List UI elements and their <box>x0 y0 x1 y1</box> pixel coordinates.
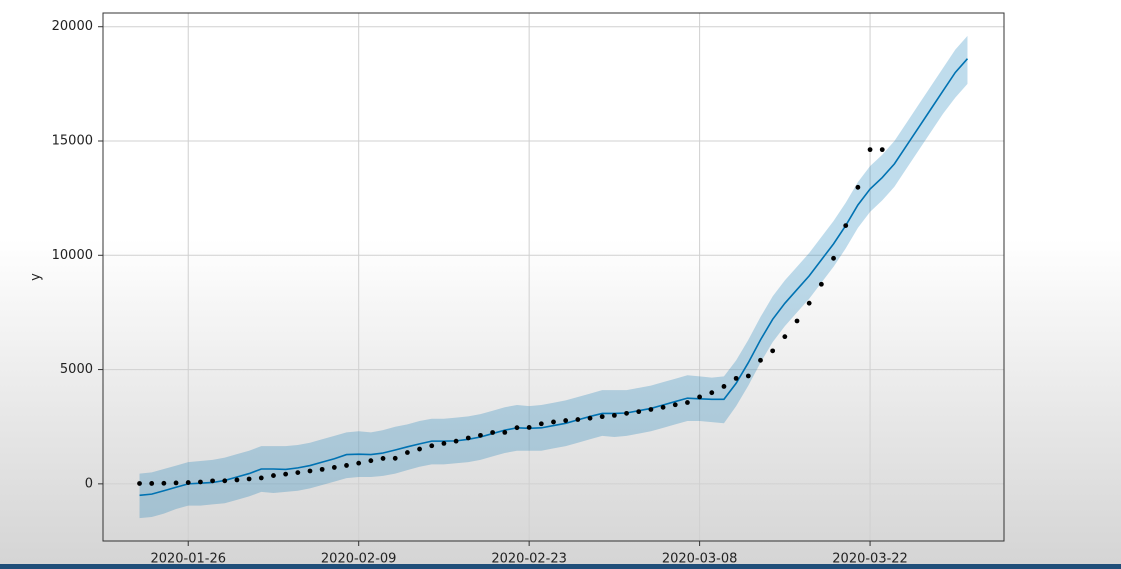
y-tick-label: 5000 <box>60 362 93 377</box>
observed-point <box>149 481 155 486</box>
observed-point <box>551 419 556 425</box>
observed-point <box>831 255 836 261</box>
observed-point <box>210 478 215 484</box>
bottom-strip <box>0 564 1121 569</box>
observed-point <box>782 334 788 340</box>
observed-point <box>344 463 349 468</box>
y-tick-label: 15000 <box>52 134 93 149</box>
observed-point <box>173 480 179 486</box>
observed-point <box>745 373 751 379</box>
observed-point <box>490 430 496 435</box>
observed-point <box>563 418 569 423</box>
observed-point <box>697 394 703 400</box>
observed-point <box>770 348 776 354</box>
x-tick-label: 2020-02-09 <box>321 552 397 567</box>
observed-point <box>733 375 739 381</box>
observed-point <box>660 404 666 410</box>
observed-point <box>843 223 849 228</box>
y-axis-label: y <box>29 273 44 281</box>
x-tick-label: 2020-03-22 <box>832 552 908 567</box>
observed-point <box>587 415 593 421</box>
observed-point <box>685 400 690 405</box>
observed-point <box>538 421 544 427</box>
observed-point <box>721 384 727 389</box>
observed-point <box>198 479 203 485</box>
observed-point <box>392 455 398 461</box>
observed-point <box>222 478 228 484</box>
observed-point <box>514 425 520 431</box>
observed-point <box>234 477 240 483</box>
observed-point <box>380 456 386 461</box>
observed-point <box>271 473 276 478</box>
observed-point <box>246 476 252 482</box>
observed-point <box>185 480 191 485</box>
observed-point <box>319 466 325 472</box>
observed-point <box>368 458 374 464</box>
observed-point <box>295 470 301 476</box>
observed-point <box>855 184 861 190</box>
observed-point <box>758 357 763 363</box>
observed-point <box>806 300 812 306</box>
observed-point <box>879 147 885 153</box>
observed-point <box>417 446 422 452</box>
observed-point <box>161 480 167 486</box>
observed-point <box>307 468 313 474</box>
observed-point <box>465 435 471 441</box>
y-tick-label: 20000 <box>52 19 93 34</box>
observed-point <box>624 410 629 416</box>
observed-point <box>478 432 483 438</box>
observed-point <box>794 318 800 324</box>
y-tick-label: 0 <box>85 476 93 491</box>
observed-point <box>575 417 581 422</box>
observed-point <box>356 460 362 466</box>
observed-point <box>526 425 532 430</box>
observed-point <box>331 465 337 470</box>
observed-point <box>672 402 678 408</box>
observed-point <box>648 407 654 412</box>
x-tick-label: 2020-03-08 <box>662 552 738 567</box>
observed-point <box>137 481 142 486</box>
uncertainty-band <box>139 35 968 519</box>
observed-point <box>441 441 447 446</box>
observed-point <box>599 414 605 420</box>
observed-point <box>502 430 508 435</box>
observed-point <box>404 450 410 455</box>
observed-point <box>258 475 264 481</box>
y-tick-label: 10000 <box>52 248 93 263</box>
observed-point <box>429 443 435 449</box>
observed-point <box>611 412 617 418</box>
forecast-line <box>139 58 969 497</box>
observed-point <box>867 147 873 153</box>
observed-point <box>709 390 715 396</box>
observed-point <box>818 281 824 287</box>
x-tick-label: 2020-02-23 <box>491 552 567 567</box>
observed-point <box>283 471 289 477</box>
observed-point <box>636 409 642 415</box>
plot-frame <box>102 12 1005 542</box>
x-tick-label: 2020-01-26 <box>150 552 226 567</box>
observed-point <box>453 438 459 444</box>
